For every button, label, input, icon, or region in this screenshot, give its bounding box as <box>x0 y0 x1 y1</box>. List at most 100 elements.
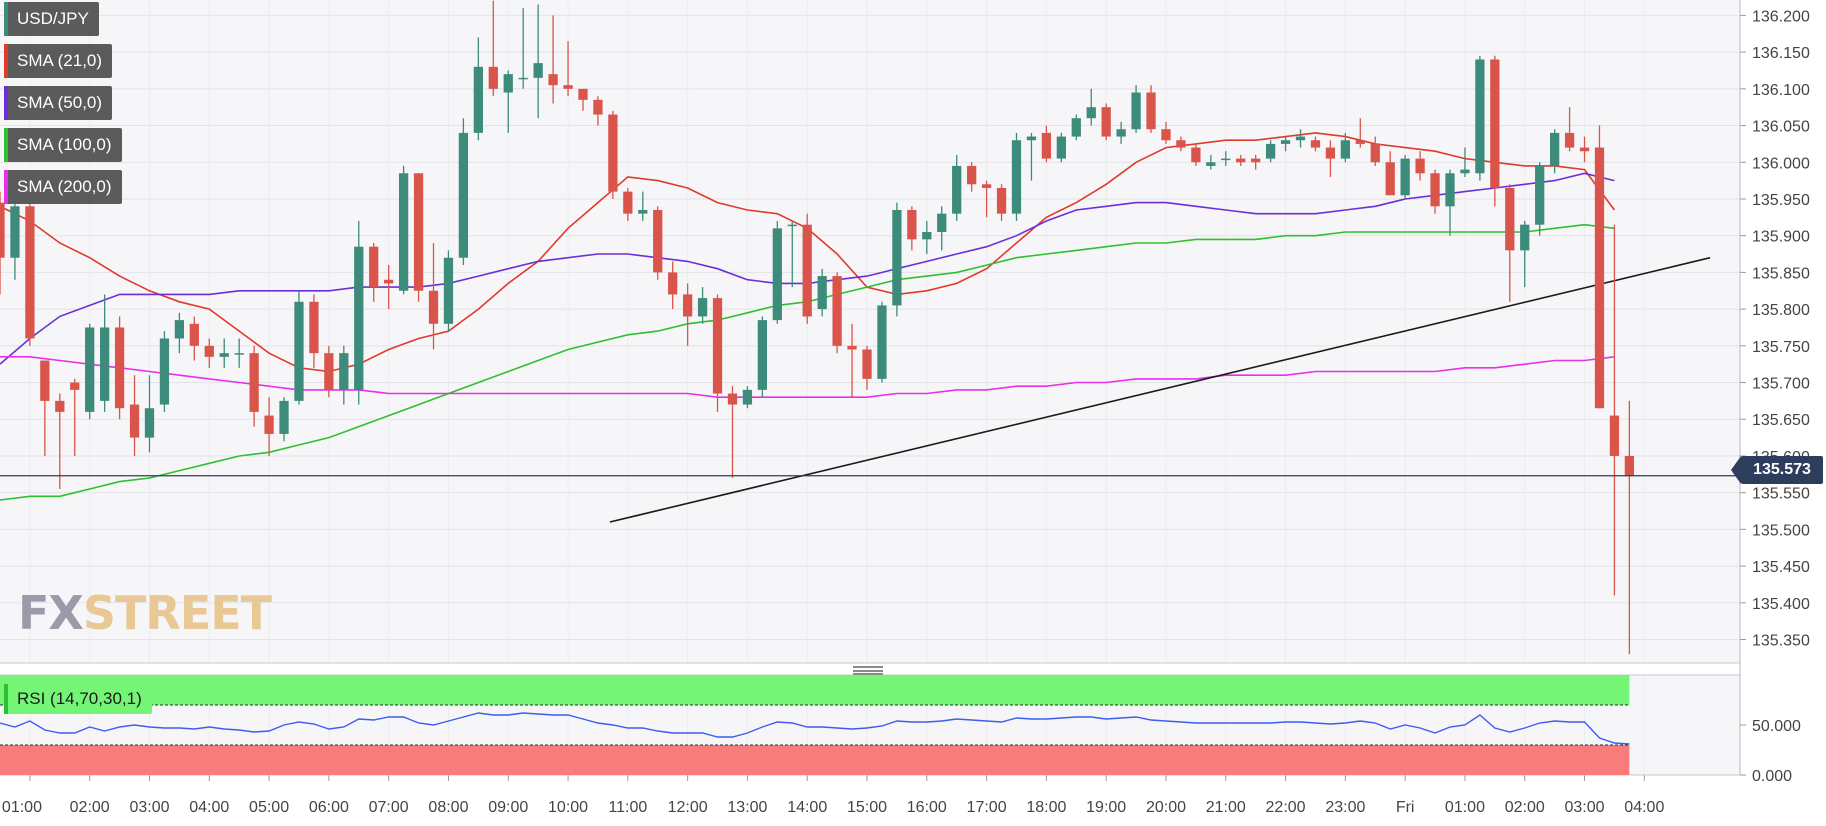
candle-body <box>1430 173 1440 207</box>
price-tick-label: 135.750 <box>1752 339 1810 356</box>
time-tick-label: 04:00 <box>1624 799 1664 816</box>
price-tick-label: 135.850 <box>1752 265 1810 282</box>
candle-body <box>1550 132 1560 166</box>
time-tick-label: 05:00 <box>249 799 289 816</box>
legend-symbol-swatch <box>4 2 8 36</box>
candle-body <box>578 88 588 100</box>
candle-body <box>1026 136 1037 141</box>
candle-body <box>473 66 483 133</box>
legend-rsi-swatch <box>4 684 8 714</box>
candle-body <box>967 165 977 185</box>
candle-body <box>563 85 573 89</box>
pane-resize-handle[interactable] <box>853 666 883 675</box>
legend-sma-21-label: SMA (21,0) <box>17 51 103 70</box>
time-tick-label: 03:00 <box>1565 799 1605 816</box>
candle-body <box>369 246 379 288</box>
candle-body <box>398 173 409 291</box>
time-tick-label: 18:00 <box>1026 799 1066 816</box>
candle-body <box>727 393 738 405</box>
price-tick-label: 136.200 <box>1752 8 1810 25</box>
candle-body <box>219 353 229 357</box>
legend-sma-100[interactable]: SMA (100,0) <box>4 128 122 162</box>
price-tick-label: 136.100 <box>1752 82 1810 99</box>
candle-body <box>593 99 603 115</box>
rsi-tick-label: 0.000 <box>1752 768 1792 785</box>
time-tick-label: 23:00 <box>1325 799 1365 816</box>
fxstreet-watermark: FXSTREET <box>18 586 272 640</box>
time-tick-label: 22:00 <box>1266 799 1306 816</box>
time-tick-label: 09:00 <box>488 799 528 816</box>
candle-body <box>1490 59 1500 188</box>
price-tick-label: 135.700 <box>1752 376 1810 393</box>
candle-body <box>742 389 753 405</box>
rsi-overbought-zone <box>0 675 1630 705</box>
candle-body <box>817 276 827 310</box>
candle-body <box>458 132 469 258</box>
candle-body <box>1325 147 1336 159</box>
legend-symbol[interactable]: USD/JPY <box>4 2 99 36</box>
candle-body <box>1624 455 1635 476</box>
candle-body <box>294 301 304 401</box>
candle-body <box>1236 158 1246 163</box>
candle-body <box>1041 132 1052 159</box>
candle-body <box>1564 132 1575 148</box>
candle-body <box>832 276 842 346</box>
candle-body <box>1161 129 1171 141</box>
candle-body <box>1206 162 1216 166</box>
time-tick-label: 15:00 <box>847 799 887 816</box>
candle-body <box>772 228 782 321</box>
candle-body <box>981 184 992 188</box>
candle-body <box>1131 92 1141 130</box>
candle-body <box>1146 92 1156 130</box>
time-tick-label: 02:00 <box>1505 799 1545 816</box>
candle-body <box>159 338 170 405</box>
legend-sma-200[interactable]: SMA (200,0) <box>4 170 122 204</box>
candle-body <box>189 323 199 346</box>
candle-body <box>697 298 708 317</box>
legend-rsi[interactable]: RSI (14,70,30,1) <box>4 684 152 714</box>
time-tick-label: 04:00 <box>189 799 229 816</box>
candle-body <box>488 66 498 89</box>
candle-body <box>668 272 678 295</box>
time-tick-label: 02:00 <box>70 799 110 816</box>
legend-sma-50-label: SMA (50,0) <box>17 93 103 112</box>
price-tick-label: 135.800 <box>1752 302 1810 319</box>
candle-body <box>1415 158 1425 174</box>
candle-body <box>1310 140 1321 148</box>
candle-body <box>1191 147 1201 163</box>
candle-body <box>1579 147 1590 152</box>
candle-body <box>10 206 20 258</box>
price-tick-label: 135.650 <box>1752 412 1810 429</box>
candle-body <box>1011 140 1022 214</box>
candle-body <box>1400 158 1410 196</box>
candle-body <box>653 209 663 273</box>
candle-body <box>55 400 65 412</box>
rsi-tick-label: 50.000 <box>1752 718 1801 735</box>
time-tick-label: 06:00 <box>309 799 349 816</box>
candle-body <box>1251 158 1261 163</box>
price-tick-label: 135.450 <box>1752 559 1810 576</box>
candle-body <box>234 353 244 355</box>
candle-body <box>174 320 185 339</box>
price-tick-label: 135.400 <box>1752 596 1810 613</box>
price-tick-label: 135.900 <box>1752 229 1810 246</box>
legend-sma-100-swatch <box>4 128 8 162</box>
candle-body <box>204 345 214 357</box>
time-tick-label: 17:00 <box>967 799 1007 816</box>
candle-body <box>354 246 364 390</box>
candle-body <box>1520 224 1530 251</box>
candle-body <box>638 209 648 214</box>
candle-body <box>503 74 513 93</box>
candle-body <box>1116 129 1126 137</box>
rsi-line <box>0 712 1630 745</box>
legend-sma-50[interactable]: SMA (50,0) <box>4 86 113 120</box>
candle-body <box>40 360 50 401</box>
candle-body <box>892 209 902 306</box>
legend-sma-21[interactable]: SMA (21,0) <box>4 44 113 78</box>
time-tick-label: 10:00 <box>548 799 588 816</box>
candle-body <box>1445 173 1455 207</box>
time-axis-background <box>0 776 1741 821</box>
candle-body <box>1460 169 1470 174</box>
candle-body <box>1340 140 1350 159</box>
price-tick-label: 135.550 <box>1752 486 1810 503</box>
